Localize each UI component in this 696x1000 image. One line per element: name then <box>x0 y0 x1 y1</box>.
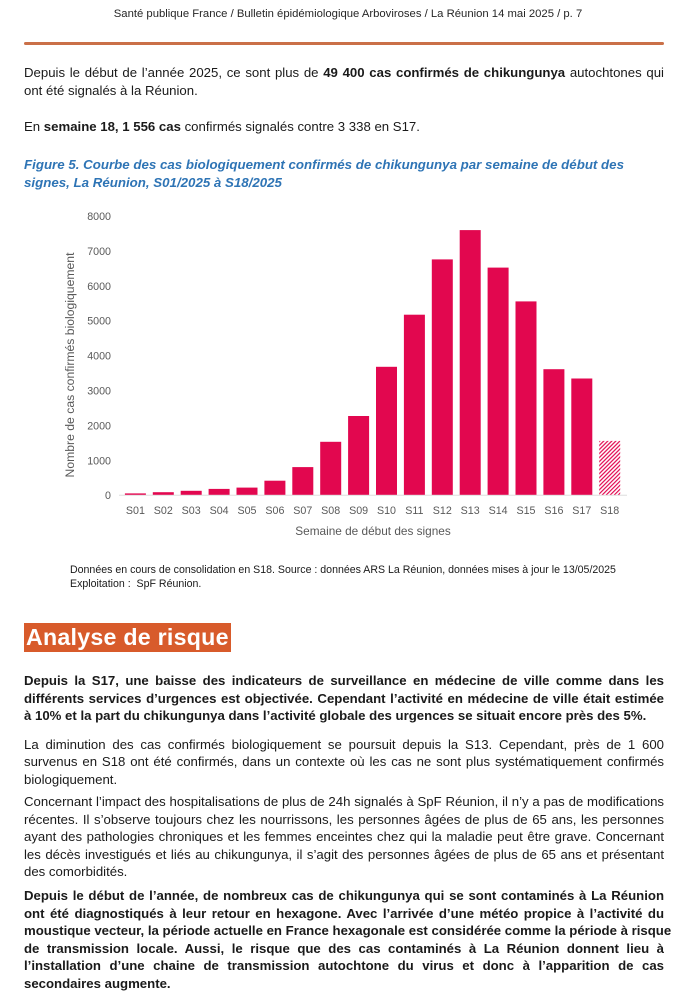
svg-text:3000: 3000 <box>87 386 111 398</box>
svg-text:2000: 2000 <box>87 420 111 432</box>
svg-text:S06: S06 <box>265 505 284 517</box>
svg-text:Nombre de cas confirmés biolog: Nombre de cas confirmés biologiquement <box>63 252 77 478</box>
svg-text:1000: 1000 <box>87 455 111 467</box>
svg-text:S14: S14 <box>489 505 508 517</box>
svg-text:S11: S11 <box>405 505 423 517</box>
svg-text:S01: S01 <box>126 505 145 517</box>
svg-text:S03: S03 <box>182 505 201 517</box>
svg-text:8000: 8000 <box>87 211 111 223</box>
svg-text:7000: 7000 <box>87 246 111 258</box>
svg-text:4000: 4000 <box>87 351 111 363</box>
svg-text:S04: S04 <box>210 505 229 517</box>
svg-text:S15: S15 <box>516 505 535 517</box>
svg-text:S13: S13 <box>461 505 480 517</box>
svg-text:S10: S10 <box>377 505 396 517</box>
svg-text:S02: S02 <box>154 505 173 517</box>
svg-text:Semaine de début des signes: Semaine de début des signes <box>295 524 451 538</box>
svg-text:6000: 6000 <box>87 281 111 293</box>
svg-text:S05: S05 <box>237 505 256 517</box>
svg-text:5000: 5000 <box>87 316 111 328</box>
svg-text:S09: S09 <box>349 505 368 517</box>
svg-text:0: 0 <box>105 490 111 502</box>
svg-text:S07: S07 <box>293 505 312 517</box>
svg-text:S08: S08 <box>321 505 340 517</box>
svg-text:S12: S12 <box>433 505 452 517</box>
svg-text:S17: S17 <box>572 505 591 517</box>
svg-text:S18: S18 <box>600 505 619 517</box>
svg-text:S16: S16 <box>544 505 563 517</box>
